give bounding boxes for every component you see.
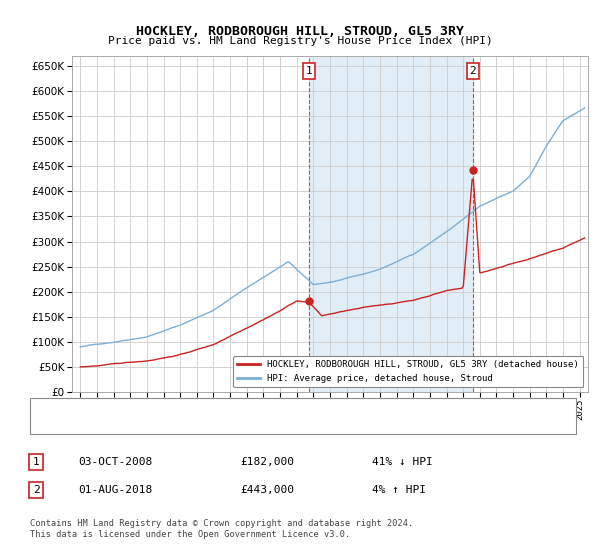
Text: £182,000: £182,000	[240, 457, 294, 467]
Text: 2: 2	[469, 66, 476, 76]
Legend: HOCKLEY, RODBOROUGH HILL, STROUD, GL5 3RY (detached house), HPI: Average price, : HOCKLEY, RODBOROUGH HILL, STROUD, GL5 3R…	[233, 356, 583, 388]
Text: 1: 1	[306, 66, 313, 76]
Text: Contains HM Land Registry data © Crown copyright and database right 2024.
This d: Contains HM Land Registry data © Crown c…	[30, 520, 413, 539]
Text: HOCKLEY, RODBOROUGH HILL, STROUD, GL5 3RY: HOCKLEY, RODBOROUGH HILL, STROUD, GL5 3R…	[136, 25, 464, 38]
Text: 2: 2	[32, 485, 40, 495]
Text: HOCKLEY, RODBOROUGH HILL, STROUD, GL5 3RY (detached house): HOCKLEY, RODBOROUGH HILL, STROUD, GL5 3R…	[54, 403, 395, 413]
Text: 4% ↑ HPI: 4% ↑ HPI	[372, 485, 426, 495]
Text: £443,000: £443,000	[240, 485, 294, 495]
Text: Price paid vs. HM Land Registry's House Price Index (HPI): Price paid vs. HM Land Registry's House …	[107, 36, 493, 46]
Text: 1: 1	[32, 457, 40, 467]
Bar	[309, 56, 473, 392]
Text: HPI: Average price, detached house, Stroud: HPI: Average price, detached house, Stro…	[54, 419, 301, 429]
Text: 01-AUG-2018: 01-AUG-2018	[78, 485, 152, 495]
Text: 03-OCT-2008: 03-OCT-2008	[78, 457, 152, 467]
Text: 41% ↓ HPI: 41% ↓ HPI	[372, 457, 433, 467]
